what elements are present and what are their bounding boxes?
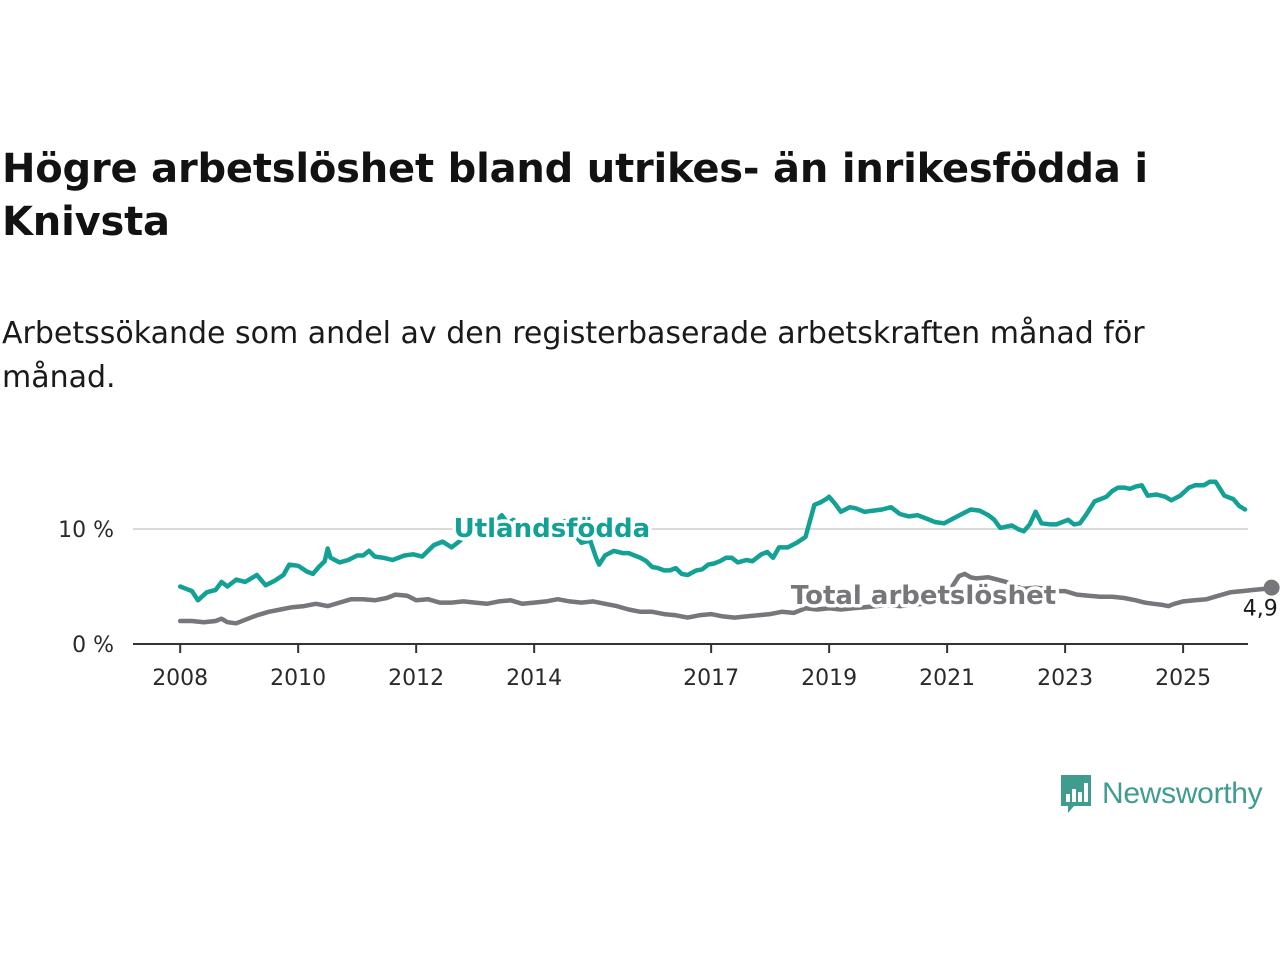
series-label-halo: Total arbetslöshet (791, 581, 1056, 611)
newsworthy-logo[interactable]: Newsworthy (1058, 772, 1263, 816)
chart-subtitle: Arbetssökande som andel av den registerb… (2, 316, 1145, 395)
x-tick-label: 2008 (152, 666, 208, 691)
series-label-halo: Utlandsfödda (454, 514, 651, 544)
x-tick-label: 2019 (801, 666, 857, 691)
chart-title: Högre arbetslöshet bland utrikes- än inr… (2, 146, 1148, 245)
y-tick-label: 0 % (72, 633, 114, 658)
x-tick-label: 2017 (683, 666, 739, 691)
series-line-total (177, 571, 1274, 626)
x-tick-label: 2021 (919, 666, 975, 691)
series-line-utlandsfodda (177, 479, 1248, 603)
brand-name: Newsworthy (1102, 777, 1263, 810)
y-tick-label: 10 % (58, 518, 114, 543)
x-tick-label: 2010 (270, 666, 326, 691)
x-tick-label: 2012 (388, 666, 444, 691)
x-tick-label: 2023 (1037, 666, 1093, 691)
x-tick-label: 2014 (506, 666, 562, 691)
x-tick-label: 2025 (1155, 666, 1211, 691)
series-label: Utlandsfödda (454, 514, 651, 544)
series-lines (177, 479, 1274, 626)
axes: 0 % 10 % 2008 2010 2012 2014 2017 2019 2021 2023 2… (58, 518, 1248, 691)
last-value-label: 4,9 % (1243, 597, 1280, 622)
newsworthy-logo-icon (1061, 775, 1091, 813)
last-value-dot (1263, 579, 1280, 596)
series-label: Total arbetslöshet (791, 581, 1056, 611)
line-chart: 0 % 10 % 2008 2010 2012 2014 2017 2019 2021 2023 2… (58, 479, 1280, 691)
